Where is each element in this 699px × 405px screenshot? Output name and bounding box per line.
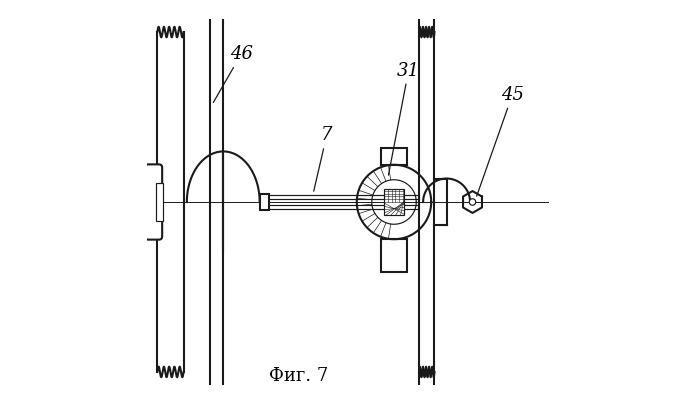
Bar	[381, 148, 407, 165]
Text: Фиг. 7: Фиг. 7	[269, 366, 329, 384]
Text: 46: 46	[213, 45, 253, 103]
Bar	[381, 240, 407, 273]
Text: 45: 45	[477, 85, 524, 197]
Bar	[259, 195, 268, 210]
Circle shape	[469, 199, 476, 206]
Text: 7: 7	[314, 126, 333, 192]
Bar	[156, 183, 164, 222]
Bar	[384, 190, 404, 215]
Text: 31: 31	[389, 62, 420, 176]
FancyBboxPatch shape	[145, 165, 162, 240]
